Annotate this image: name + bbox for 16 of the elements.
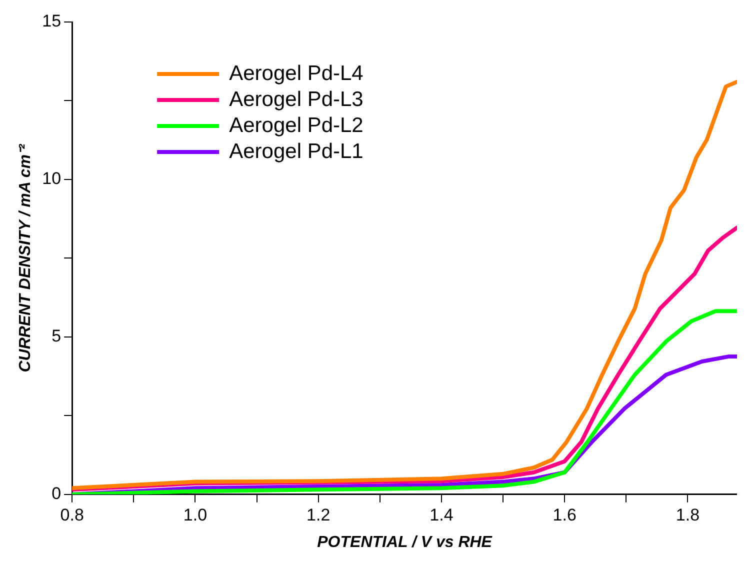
legend-label: Aerogel Pd-L4: [229, 62, 364, 85]
x-tick-label: 1.8: [676, 505, 700, 524]
x-axis-title: POTENTIAL / V vs RHE: [317, 534, 494, 551]
x-tick-label: 1.2: [306, 505, 330, 524]
legend-label: Aerogel Pd-L1: [229, 140, 364, 163]
x-tick-label: 1.4: [430, 505, 454, 524]
y-tick-label: 10: [42, 169, 62, 188]
y-tick-label: 5: [52, 326, 62, 346]
legend-label: Aerogel Pd-L2: [229, 114, 364, 137]
y-tick-label: 0: [52, 484, 62, 504]
x-tick-label: 1.6: [552, 505, 576, 524]
y-tick-label: 15: [42, 12, 62, 31]
y-axis-title: CURRENT DENSITY / mA cm⁻²: [17, 143, 34, 372]
legend-label: Aerogel Pd-L3: [229, 88, 364, 111]
x-tick-label: 0.8: [60, 505, 84, 524]
x-tick-label: 1.0: [183, 505, 208, 524]
